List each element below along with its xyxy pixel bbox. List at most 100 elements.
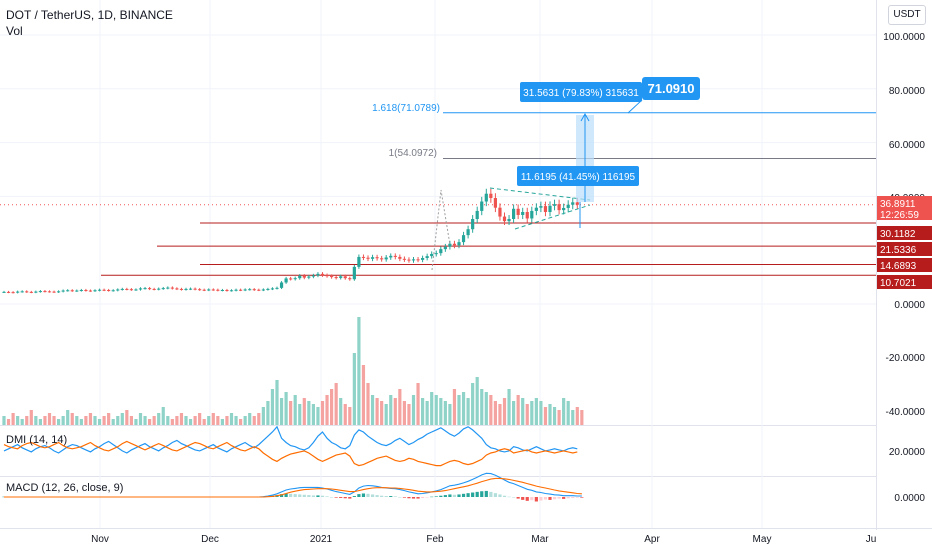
- volume-bar: [293, 395, 297, 425]
- candle-body: [298, 275, 302, 279]
- volume-bar: [6, 419, 11, 425]
- macd-histogram-bar: [375, 495, 379, 497]
- price-axis-label: -40.0000: [886, 407, 926, 418]
- volume-bar: [480, 389, 484, 425]
- candle-body: [339, 276, 343, 278]
- candle-body: [380, 258, 384, 260]
- macd-histogram-bar: [543, 497, 548, 500]
- volume-bar: [452, 389, 457, 425]
- candle-body: [129, 289, 133, 291]
- dmi-axis-label: 20.0000: [889, 447, 926, 458]
- candle-body: [289, 278, 293, 280]
- price-tag[interactable]: 14.6893: [877, 258, 932, 272]
- price-axis-label: 80.0000: [889, 86, 926, 97]
- macd-histogram-bar: [334, 497, 338, 498]
- candle-body: [552, 204, 557, 206]
- candle-body: [166, 287, 170, 289]
- volume-bar: [493, 401, 497, 425]
- candle-body: [252, 289, 256, 291]
- price-tag[interactable]: 10.7021: [877, 275, 932, 289]
- macd-histogram-bar: [284, 493, 288, 497]
- macd-histogram-bar: [457, 494, 461, 497]
- volume-bar: [138, 413, 143, 425]
- candle-body: [575, 202, 579, 205]
- price-tag[interactable]: 21.5336: [877, 242, 932, 256]
- macd-histogram-bar: [289, 493, 293, 497]
- macd-histogram-bar: [407, 497, 411, 499]
- candle-body: [193, 288, 197, 290]
- candle-body: [229, 290, 234, 292]
- volume-bar: [289, 401, 293, 425]
- macd-histogram-bar: [380, 495, 384, 497]
- volume-bar: [566, 401, 570, 425]
- dmi-indicator-label[interactable]: DMI (14, 14): [6, 434, 68, 446]
- volume-bar: [161, 407, 165, 425]
- volume-bar: [557, 410, 561, 425]
- candle-body: [475, 210, 479, 219]
- candle-body: [357, 256, 361, 267]
- macd-histogram-bar: [402, 497, 406, 498]
- volume-bar: [29, 410, 33, 425]
- candle-body: [366, 257, 370, 259]
- volume-bar: [275, 380, 279, 425]
- macd-histogram-bar: [411, 497, 416, 499]
- candle-body: [234, 289, 238, 291]
- volume-indicator-label[interactable]: Vol: [6, 24, 23, 38]
- candle-body: [471, 218, 475, 230]
- measure-arrow-head: [580, 112, 590, 122]
- trendline-lower[interactable]: [514, 204, 591, 230]
- macd-indicator-label[interactable]: MACD (12, 26, close, 9): [6, 482, 124, 494]
- macd-histogram-bar: [302, 494, 306, 497]
- volume-bar: [548, 404, 552, 425]
- measure-box-bottom[interactable]: 11.6195 (41.45%) 116195: [517, 166, 639, 186]
- macd-histogram-bar: [316, 495, 320, 497]
- volume-bar: [188, 419, 193, 425]
- volume-bar: [170, 419, 174, 425]
- volume-bar: [516, 395, 520, 425]
- macd-histogram-bar: [498, 494, 502, 497]
- symbol-title[interactable]: DOT / TetherUS, 1D, BINANCE: [6, 8, 173, 22]
- volume-bar: [43, 416, 47, 425]
- volume-bar: [134, 419, 138, 425]
- volume-bar: [193, 416, 197, 425]
- volume-bar: [97, 419, 102, 425]
- volume-bar: [343, 404, 347, 425]
- candle-body: [548, 205, 552, 213]
- volume-bar: [61, 416, 65, 425]
- macd-histogram-bar: [512, 497, 516, 498]
- volume-bar: [107, 413, 111, 425]
- macd-histogram-bar: [489, 491, 493, 497]
- volume-bar: [11, 413, 15, 425]
- volume-bar: [93, 416, 97, 425]
- volume-bar: [66, 410, 70, 425]
- volume-bar: [116, 416, 120, 425]
- volume-bar: [580, 410, 584, 425]
- volume-bar: [16, 416, 20, 425]
- price-tag[interactable]: 30.1182: [877, 226, 932, 240]
- candle-body: [325, 275, 329, 277]
- fib-label-1618: 1.618(71.0789): [372, 103, 440, 114]
- measure-box-top[interactable]: 31.5631 (79.83%) 315631: [520, 82, 642, 102]
- currency-button[interactable]: USDT: [888, 5, 926, 25]
- volume-bar: [270, 389, 275, 425]
- volume-bar: [120, 413, 124, 425]
- candle-body: [43, 291, 47, 293]
- volume-bar: [216, 416, 220, 425]
- candle-body: [530, 210, 534, 219]
- target-box[interactable]: 71.0910: [642, 77, 700, 100]
- macd-histogram-bar: [539, 497, 543, 501]
- volume-bar: [302, 398, 306, 425]
- volume-bar: [543, 407, 548, 425]
- volume-bar: [261, 407, 265, 425]
- volume-bar: [152, 416, 156, 425]
- trendline-upper[interactable]: [489, 187, 591, 201]
- macd-histogram-bar: [471, 492, 475, 497]
- candle-body: [161, 288, 165, 290]
- macd-signal-line: [4, 477, 582, 498]
- macd-histogram-bar: [279, 494, 284, 497]
- volume-bar: [157, 413, 161, 425]
- candle-body: [302, 275, 306, 278]
